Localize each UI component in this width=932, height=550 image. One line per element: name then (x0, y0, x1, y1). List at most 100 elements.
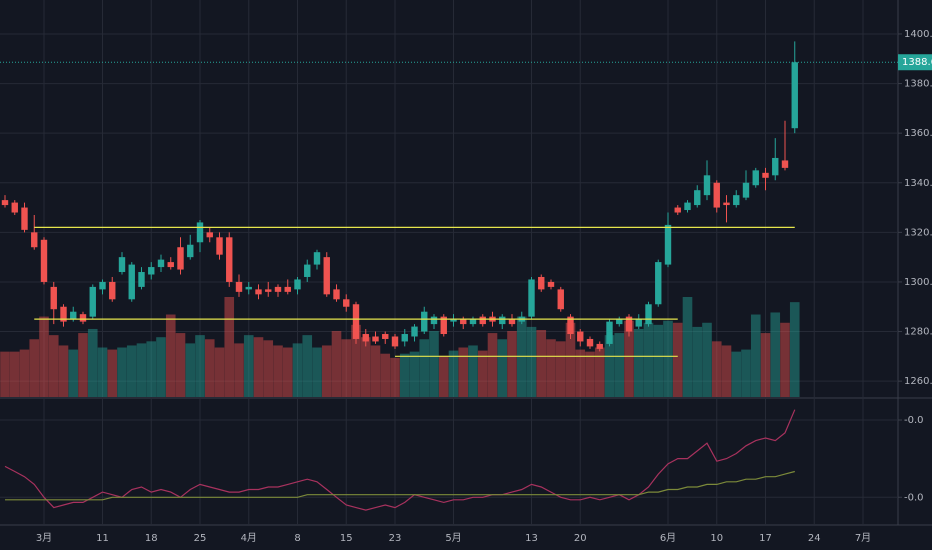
y-tick-label: -0.0 (904, 492, 924, 503)
volume-bar (146, 341, 157, 397)
candle-body (333, 289, 340, 300)
volume-bar (321, 345, 332, 397)
candle-body (226, 237, 233, 282)
volume-bar (117, 347, 127, 397)
y-tick-label: -0.0 (904, 415, 924, 426)
candle-body (694, 190, 701, 206)
candle-body (352, 304, 360, 339)
x-tick-label: 3月 (36, 532, 52, 544)
volume-bar (429, 331, 439, 397)
candle-body (547, 281, 555, 287)
candle-body (469, 319, 477, 325)
y-tick-label: 1320.0 (904, 227, 932, 238)
volume-bar (156, 337, 166, 397)
candle-body (616, 319, 623, 325)
volume-bar (555, 341, 566, 397)
volume-bar (507, 331, 517, 397)
volume-bar (565, 322, 576, 397)
last-price-box (898, 54, 932, 71)
volume-bar (633, 328, 644, 397)
volume-bar (419, 339, 430, 397)
candle-body (538, 276, 545, 290)
volume-bar (585, 351, 595, 397)
volume-bar (594, 347, 605, 397)
candle-body (606, 321, 613, 344)
volume-bar (68, 349, 79, 397)
candle-body (625, 316, 633, 332)
candle-body (391, 336, 399, 347)
x-tick-label: 10 (710, 533, 723, 544)
volume-bar (126, 345, 137, 397)
volume-bar (282, 347, 293, 397)
y-tick-label: 1280.0 (904, 327, 932, 338)
volume-bar (243, 335, 254, 397)
volume-bar (78, 333, 88, 397)
volume-bar (546, 339, 556, 397)
candle-body (791, 62, 798, 129)
candle-body (684, 202, 691, 211)
candle-body (440, 316, 447, 335)
volume-bar (87, 328, 98, 397)
x-tick-label: 6月 (660, 532, 676, 544)
candle-body (742, 182, 750, 198)
volume-bar (107, 349, 118, 397)
candle-body (382, 334, 389, 339)
volume-bar (399, 353, 410, 397)
volume-bar (575, 349, 586, 397)
candle-body (586, 338, 594, 347)
volume-bar (58, 345, 69, 397)
volume-bar (204, 339, 215, 397)
volume-bar (380, 353, 391, 397)
indicator-line (5, 470, 795, 501)
volume-bar (653, 324, 664, 397)
candle-body (733, 195, 740, 206)
candle-body (187, 244, 194, 258)
candle-body (294, 279, 301, 290)
candle-body (196, 222, 204, 243)
volume-bar (292, 343, 303, 397)
candle-body (655, 262, 662, 305)
volume-bar (351, 324, 361, 397)
volume-bar (97, 347, 108, 397)
x-tick-label: 13 (525, 533, 538, 544)
candle-body (362, 334, 369, 342)
candle-body (50, 286, 57, 310)
candle-body (499, 316, 506, 325)
candle-body (11, 202, 18, 213)
candle-body (781, 160, 789, 168)
volume-bar (263, 340, 274, 397)
candle-body (557, 289, 564, 310)
candle-body (31, 232, 38, 248)
volume-bar (214, 347, 225, 397)
candle-body (128, 264, 135, 300)
x-tick-label: 4月 (241, 532, 257, 544)
candle-body (255, 289, 262, 295)
volume-bar (234, 343, 244, 397)
volume-bar (614, 333, 625, 397)
candle-body (508, 319, 516, 325)
candle-body (274, 286, 282, 292)
volume-bar (477, 350, 488, 397)
candle-body (528, 279, 535, 317)
volume-bar (536, 329, 547, 397)
volume-bar (663, 320, 673, 397)
candle-body (772, 157, 779, 176)
volume-bar (770, 312, 781, 397)
volume-bar (370, 345, 381, 397)
volume-bar (253, 337, 264, 397)
candle-body (723, 202, 730, 206)
candle-body (21, 207, 28, 230)
volume-bar (711, 341, 722, 397)
candle-body (596, 343, 603, 349)
volume-bar (760, 333, 771, 397)
candle-body (206, 232, 213, 238)
candle-body (421, 311, 428, 332)
volume-bar (448, 350, 459, 397)
x-tick-label: 24 (808, 533, 821, 544)
last-price-label: 1388.6 (902, 57, 932, 68)
x-tick-label: 5月 (445, 532, 461, 544)
candle-body (235, 281, 243, 292)
x-tick-label: 18 (145, 533, 158, 544)
y-tick-label: 1380.0 (904, 79, 932, 90)
